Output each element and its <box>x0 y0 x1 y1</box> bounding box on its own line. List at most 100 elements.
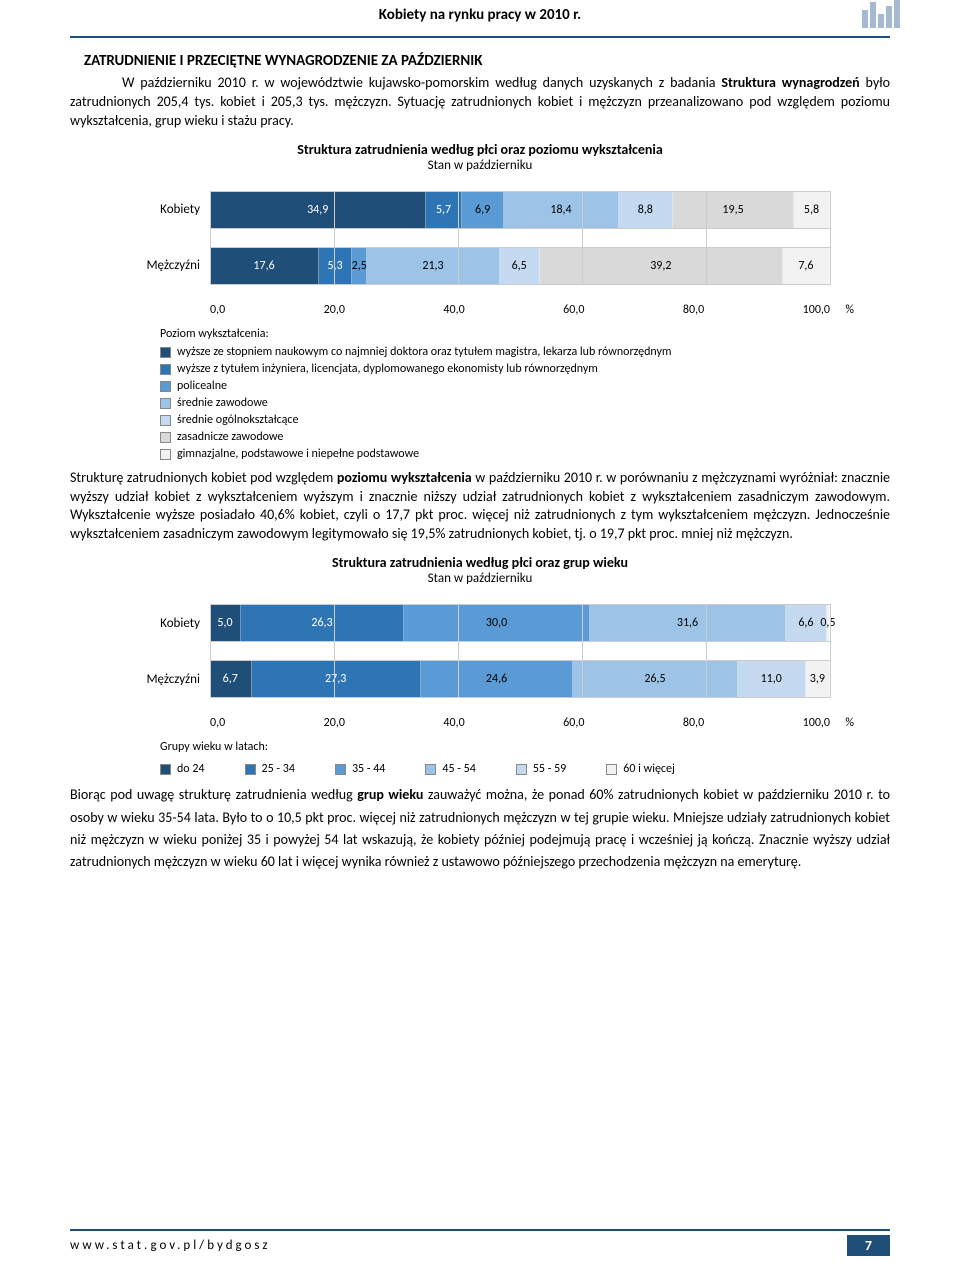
chart-row: Kobiety5,026,330,031,66,60,5 <box>130 604 830 642</box>
legend-item: 60 i więcej <box>606 762 675 776</box>
axis-tick: 100,0 <box>803 716 830 730</box>
axis-tick: 20,0 <box>324 716 345 730</box>
bar-segment: 2,5 <box>352 248 368 284</box>
chart-row-label: Kobiety <box>130 616 210 631</box>
legend-label: średnie zawodowe <box>177 396 268 410</box>
legend-swatch <box>245 764 256 775</box>
legend-swatch <box>335 764 346 775</box>
legend-title: Poziom wykształcenia: <box>160 327 890 341</box>
page-header: Kobiety na rynku pracy w 2010 r. <box>70 0 890 38</box>
legend-item: wyższe ze stopniem naukowym co najmniej … <box>160 345 890 359</box>
chart-row: Mężczyźni17,65,32,521,36,539,27,6 <box>130 247 830 285</box>
legend-label: policealne <box>177 379 227 393</box>
legend-label: gimnazjalne, podstawowe i niepełne podst… <box>177 447 419 461</box>
legend-item: 25 - 34 <box>245 762 295 776</box>
legend-label: 25 - 34 <box>262 762 295 776</box>
section-heading: ZATRUDNIENIE I PRZECIĘTNE WYNAGRODZENIE … <box>84 52 890 70</box>
chart1: Kobiety34,95,76,918,48,819,55,8 Mężczyźni… <box>130 191 830 317</box>
chart-row-label: Kobiety <box>130 202 210 217</box>
paragraph-2: Strukturę zatrudnionych kobiet pod wzglę… <box>70 469 890 545</box>
bar-segment: 5,3 <box>319 248 352 284</box>
legend-item: średnie ogólnokształcące <box>160 413 890 427</box>
bar-segment: 5,8 <box>794 192 830 228</box>
chart-row-label: Mężczyźni <box>130 672 210 687</box>
chart1-legend: Poziom wykształcenia: wyższe ze stopniem … <box>160 327 890 461</box>
legend-item: wyższe z tytułem inżyniera, licencjata, … <box>160 362 890 376</box>
legend-label: do 24 <box>177 762 205 776</box>
legend-swatch <box>516 764 527 775</box>
axis-tick: 60,0 <box>563 716 584 730</box>
bar-segment: 19,5 <box>673 192 794 228</box>
bar-segment: 21,3 <box>367 248 499 284</box>
bar-segment: 27,3 <box>252 661 421 697</box>
legend-item: zasadnicze zawodowe <box>160 430 890 444</box>
chart2-legend: Grupy wieku w latach: do 24 25 - 34 35 - 44… <box>160 740 890 776</box>
bar-segment: 6,9 <box>462 192 505 228</box>
legend-label: średnie ogólnokształcące <box>177 413 298 427</box>
legend-swatch <box>160 347 171 358</box>
legend-swatch <box>160 449 171 460</box>
legend-label: wyższe z tytułem inżyniera, licencjata, … <box>177 362 598 376</box>
legend-swatch <box>606 764 617 775</box>
axis-unit: % <box>845 303 854 317</box>
bar-segment: 26,5 <box>573 661 737 697</box>
chart2-title: Struktura zatrudnienia według płci oraz … <box>70 554 890 571</box>
intro-paragraph: W październiku 2010 r. w województwie ku… <box>70 74 890 131</box>
axis-unit: % <box>845 716 854 730</box>
chart-row-label: Mężczyźni <box>130 258 210 273</box>
bar-segment: 0,5 <box>827 605 830 641</box>
bar-segment: 30,0 <box>404 605 590 641</box>
bar-segment: 6,7 <box>210 661 252 697</box>
chart-row: Mężczyźni6,727,324,626,511,03,9 <box>130 660 830 698</box>
bar-segment: 31,6 <box>590 605 786 641</box>
axis-tick: 0,0 <box>210 303 225 317</box>
axis-tick: 100,0 <box>803 303 830 317</box>
bar-segment: 8,8 <box>619 192 674 228</box>
legend-label: 45 - 54 <box>442 762 475 776</box>
legend-swatch <box>160 432 171 443</box>
axis-tick: 60,0 <box>563 303 584 317</box>
axis-tick: 80,0 <box>683 716 704 730</box>
legend-item: średnie zawodowe <box>160 396 890 410</box>
legend-title: Grupy wieku w latach: <box>160 740 890 754</box>
bar-segment: 11,0 <box>738 661 806 697</box>
bar-segment: 6,5 <box>500 248 540 284</box>
legend-label: 55 - 59 <box>533 762 566 776</box>
chart1-title: Struktura zatrudnienia według płci oraz … <box>70 141 890 158</box>
chart-row: Kobiety34,95,76,918,48,819,55,8 <box>130 191 830 229</box>
axis-tick: 80,0 <box>683 303 704 317</box>
legend-item: 55 - 59 <box>516 762 566 776</box>
axis-tick: 0,0 <box>210 716 225 730</box>
legend-label: zasadnicze zawodowe <box>177 430 283 444</box>
paragraph-3: Biorąc pod uwagę strukturę zatrudnienia … <box>70 784 890 874</box>
legend-item: 45 - 54 <box>425 762 475 776</box>
bar-segment: 5,0 <box>210 605 241 641</box>
bar-segment: 34,9 <box>210 192 426 228</box>
bar-segment: 3,9 <box>806 661 830 697</box>
chart2-subtitle: Stan w październiku <box>70 571 890 586</box>
legend-item: gimnazjalne, podstawowe i niepełne podst… <box>160 447 890 461</box>
legend-label: 60 i więcej <box>623 762 675 776</box>
chart1-subtitle: Stan w październiku <box>70 158 890 173</box>
axis-tick: 40,0 <box>443 716 464 730</box>
legend-swatch <box>425 764 436 775</box>
bar-segment: 7,6 <box>783 248 830 284</box>
bar-segment: 39,2 <box>540 248 783 284</box>
legend-swatch <box>160 764 171 775</box>
page-footer: www.stat.gov.pl/bydgosz 7 <box>70 1229 890 1256</box>
bar-segment: 24,6 <box>421 661 574 697</box>
footer-page-number: 7 <box>847 1235 890 1256</box>
chart2: Kobiety5,026,330,031,66,60,5 Mężczyźni6,7… <box>130 604 830 730</box>
footer-url: www.stat.gov.pl/bydgosz <box>70 1238 271 1253</box>
bars-logo-icon <box>862 0 900 28</box>
legend-swatch <box>160 364 171 375</box>
legend-item: 35 - 44 <box>335 762 385 776</box>
legend-item: do 24 <box>160 762 205 776</box>
legend-label: wyższe ze stopniem naukowym co najmniej … <box>177 345 672 359</box>
header-title: Kobiety na rynku pracy w 2010 r. <box>70 0 890 24</box>
legend-item: policealne <box>160 379 890 393</box>
bar-segment: 17,6 <box>210 248 319 284</box>
bar-segment: 26,3 <box>241 605 404 641</box>
legend-label: 35 - 44 <box>352 762 385 776</box>
legend-swatch <box>160 415 171 426</box>
